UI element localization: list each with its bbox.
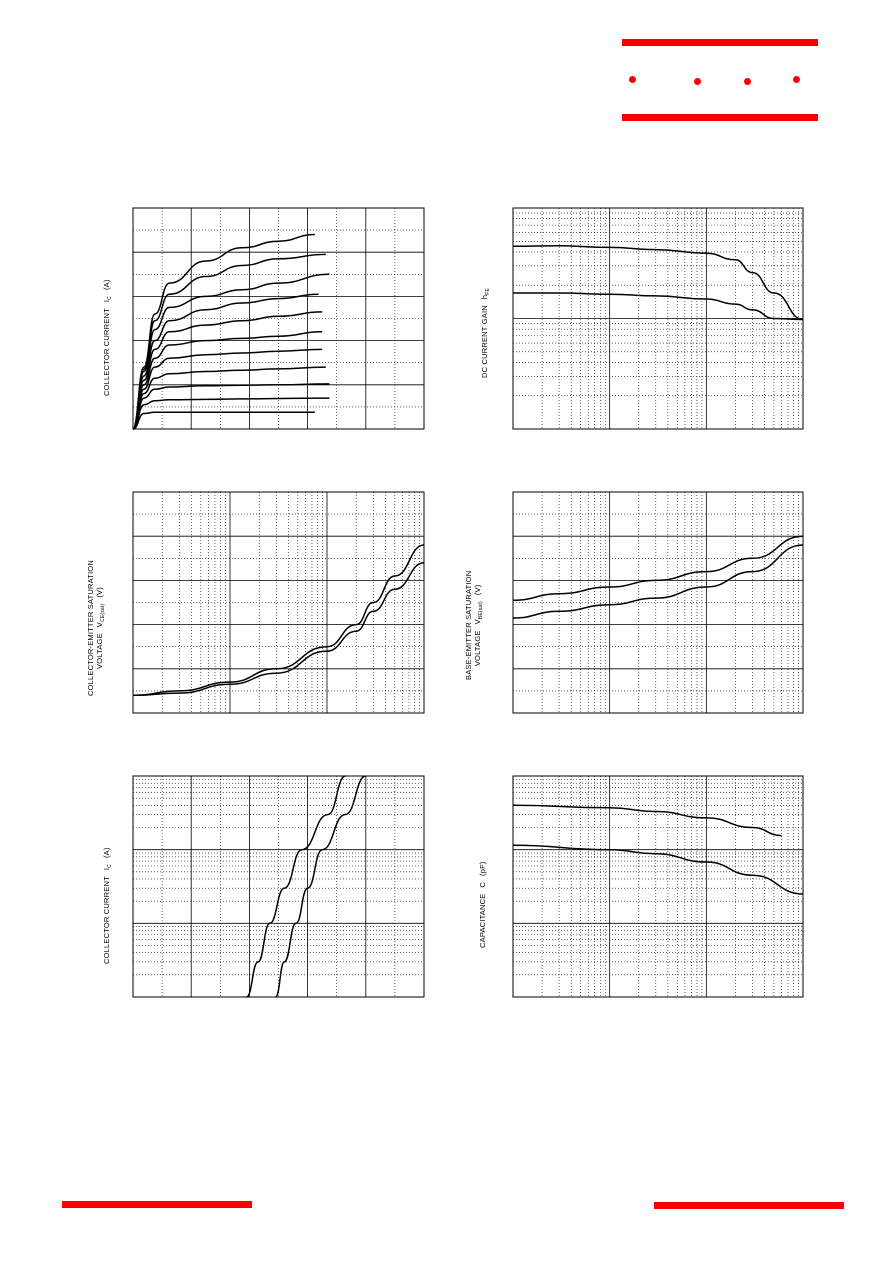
plot-frame — [512, 775, 804, 998]
footer-right-bar — [654, 1202, 844, 1209]
series-line-0 — [512, 535, 804, 602]
chart-capacitance — [512, 775, 804, 998]
ylabel-subscript: BE(sat) — [478, 601, 484, 620]
chart-ic-vce — [132, 207, 425, 430]
ylabel-symbol: h — [480, 294, 489, 300]
series-line-4 — [132, 348, 323, 430]
header-dot — [629, 76, 636, 83]
series-line-2 — [132, 383, 330, 430]
plot-frame — [132, 207, 425, 430]
chart-vbesat-svg — [512, 491, 804, 714]
ylabel-subscript: CE(sat) — [100, 603, 106, 623]
header-top-bar — [622, 39, 818, 46]
ylabel-symbol: V — [95, 622, 104, 628]
ylabel-unit: (A) — [102, 279, 111, 291]
series-line-10 — [132, 233, 315, 430]
plot-frame — [512, 207, 804, 430]
header-dot — [694, 78, 701, 85]
ylabel-line1: COLLECTOR-EMITTER SATURATION — [86, 559, 95, 696]
header-bottom-bar — [622, 114, 818, 121]
ylabel-symbol: I — [102, 867, 111, 871]
series-line-9 — [132, 253, 326, 430]
ylabel-line1: BASE-EMITTER SATURATION — [464, 570, 473, 680]
plot-frame — [132, 775, 425, 998]
series-line-0 — [132, 544, 425, 697]
series-line-0 — [132, 411, 315, 430]
chart-ic-vbe-ylabel: COLLECTOR CURRENT IC (A) — [102, 847, 115, 964]
chart-ic-vbe — [132, 775, 425, 998]
ylabel-symbol: I — [102, 299, 111, 303]
series-line-1 — [512, 544, 804, 619]
ylabel-line2: VOLTAGE — [95, 633, 104, 669]
header-dot — [744, 78, 751, 85]
chart-vbesat-ylabel: BASE-EMITTER SATURATION VOLTAGE VBE(sat) (… — [464, 571, 486, 680]
ylabel-subscript: FE — [485, 287, 491, 295]
series-line-1 — [512, 844, 804, 895]
ylabel-text: COLLECTOR CURRENT — [102, 308, 111, 396]
series-line-0 — [512, 804, 782, 837]
chart-vcesat — [132, 491, 425, 714]
footer-left-bar — [62, 1201, 252, 1208]
ylabel-unit: (V) — [473, 584, 482, 596]
series-line-5 — [132, 331, 323, 430]
ylabel-unit: (A) — [102, 847, 111, 859]
chart-vbesat — [512, 491, 804, 714]
chart-hfe-svg — [512, 207, 804, 430]
ylabel-subscript: C — [107, 864, 113, 868]
chart-hfe-ylabel: DC CURRENT GAIN hFE — [480, 288, 493, 378]
series-line-3 — [132, 366, 326, 430]
chart-ic-vbe-svg — [132, 775, 425, 998]
chart-vcesat-svg — [132, 491, 425, 714]
ylabel-subscript: C — [107, 296, 113, 300]
chart-ic-vce-svg — [132, 207, 425, 430]
series-line-8 — [132, 273, 330, 430]
chart-ic-vce-ylabel: COLLECTOR CURRENT IC (A) — [102, 279, 115, 396]
chart-vcesat-ylabel: COLLECTOR-EMITTER SATURATION VOLTAGE VCE(… — [86, 560, 108, 696]
ylabel-text: CAPACITANCE — [478, 893, 487, 948]
ylabel-unit: (pF) — [478, 861, 487, 876]
series-line-1 — [274, 775, 367, 998]
plot-frame — [512, 491, 804, 714]
ylabel-symbol: C — [478, 881, 487, 888]
series-line-7 — [132, 293, 319, 430]
series-line-0 — [512, 245, 804, 321]
series-line-1 — [132, 397, 330, 430]
series-line-6 — [132, 311, 323, 430]
series-line-1 — [132, 561, 425, 697]
ylabel-line2: VOLTAGE — [473, 630, 482, 667]
header-dot — [793, 76, 800, 83]
chart-capacitance-svg — [512, 775, 804, 998]
ylabel-text: COLLECTOR CURRENT — [102, 876, 111, 964]
ylabel-unit: (V) — [95, 587, 104, 598]
series-line-1 — [513, 292, 804, 321]
series-line-0 — [245, 775, 346, 998]
ylabel-text: DC CURRENT GAIN — [480, 305, 489, 378]
ylabel-symbol: V — [473, 619, 482, 625]
chart-capacitance-ylabel: CAPACITANCE C (pF) — [478, 861, 487, 948]
plot-frame — [132, 491, 425, 714]
chart-hfe — [512, 207, 804, 430]
